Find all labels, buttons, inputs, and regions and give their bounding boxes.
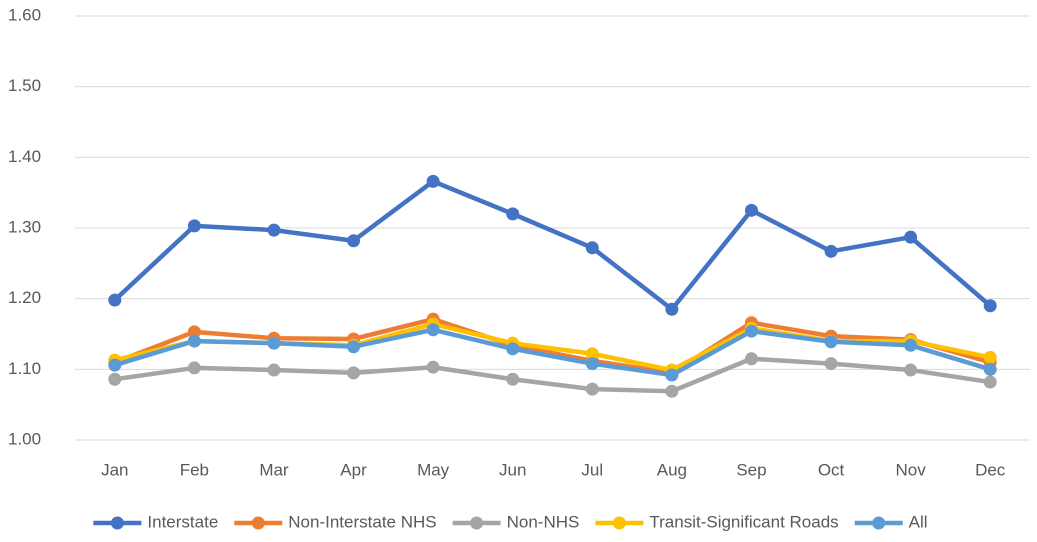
series-line	[113, 179, 992, 312]
legend-marker	[251, 516, 265, 530]
data-point	[665, 368, 679, 382]
data-point	[744, 324, 758, 338]
data-point	[983, 299, 997, 313]
y-tick-label: 1.30	[8, 217, 41, 236]
data-point	[824, 244, 838, 258]
x-tick-label: Oct	[818, 460, 845, 479]
data-point	[506, 342, 520, 356]
y-tick-label: 1.40	[8, 147, 41, 166]
x-tick-label: Feb	[180, 460, 209, 479]
series-line	[114, 327, 991, 378]
legend-label: Non-Interstate NHS	[288, 512, 436, 531]
legend-label: Interstate	[147, 512, 218, 531]
data-point	[824, 357, 838, 371]
data-point	[506, 372, 520, 386]
legend-marker	[612, 516, 626, 530]
data-point	[108, 358, 122, 372]
y-tick-label: 1.00	[8, 429, 41, 448]
data-point	[187, 325, 201, 339]
data-point	[904, 363, 918, 377]
data-point	[267, 363, 281, 377]
legend-label: Non-NHS	[507, 512, 580, 531]
data-point	[665, 302, 679, 316]
series-line	[114, 321, 991, 373]
data-point	[904, 338, 918, 352]
data-point	[187, 361, 201, 375]
series-line	[113, 316, 991, 376]
data-point	[347, 340, 361, 354]
data-point	[665, 384, 679, 398]
data-point	[744, 352, 758, 366]
y-tick-label: 1.60	[8, 5, 41, 24]
data-point	[506, 207, 520, 221]
data-point	[108, 372, 122, 386]
data-point	[824, 335, 838, 349]
data-point	[347, 234, 361, 248]
data-point	[585, 382, 599, 396]
x-tick-label: Jul	[581, 460, 603, 479]
data-point	[187, 219, 201, 233]
data-point	[426, 174, 440, 188]
legend-label: Transit-Significant Roads	[649, 512, 838, 531]
data-point	[983, 375, 997, 389]
legend-marker	[470, 516, 484, 530]
x-tick-label: May	[417, 460, 450, 479]
data-point	[983, 350, 997, 364]
legend-marker	[872, 516, 886, 530]
y-tick-label: 1.50	[8, 76, 41, 95]
x-tick-label: Sep	[736, 460, 766, 479]
legend-marker	[110, 516, 124, 530]
data-point	[426, 323, 440, 337]
data-point	[904, 230, 918, 244]
x-tick-label: Apr	[340, 460, 367, 479]
series-line	[114, 356, 991, 394]
x-tick-label: Jun	[499, 460, 526, 479]
x-tick-label: Nov	[896, 460, 927, 479]
y-tick-label: 1.10	[8, 359, 41, 378]
x-tick-label: Jan	[101, 460, 128, 479]
data-point	[108, 293, 122, 307]
x-tick-label: Aug	[657, 460, 687, 479]
data-point	[983, 362, 997, 376]
data-point	[426, 360, 440, 374]
data-point	[585, 241, 599, 255]
data-point	[744, 203, 758, 217]
data-point	[267, 336, 281, 350]
data-point	[267, 223, 281, 237]
legend-label: All	[909, 512, 928, 531]
data-point	[347, 366, 361, 380]
data-point	[585, 347, 599, 361]
x-tick-label: Mar	[259, 460, 289, 479]
data-point	[585, 357, 599, 371]
x-tick-label: Dec	[975, 460, 1006, 479]
y-tick-label: 1.20	[8, 288, 41, 307]
data-point	[187, 334, 201, 348]
